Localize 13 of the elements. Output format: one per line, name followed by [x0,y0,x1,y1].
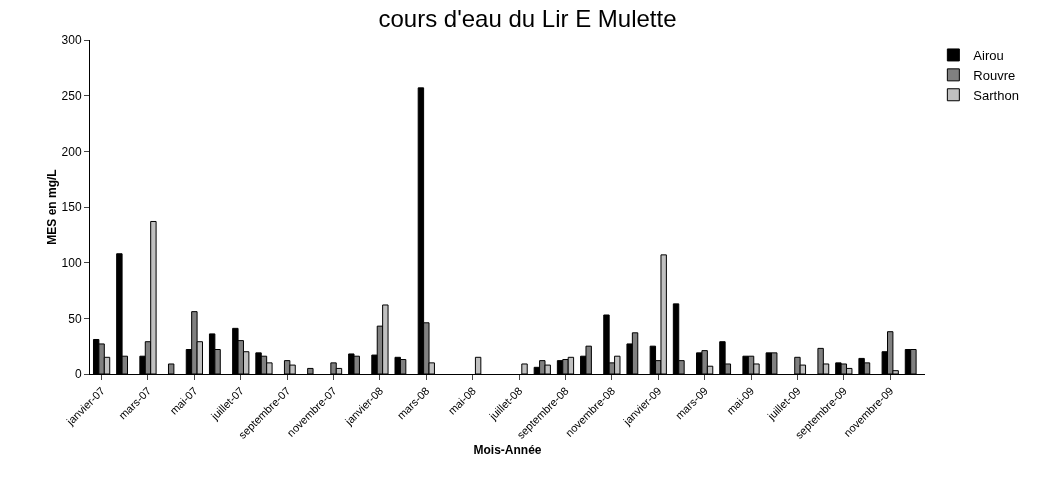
y-tick-label: 150 [61,200,82,215]
legend-label: Rouvre [973,67,1016,83]
legend-label: Sarthon [973,87,1019,103]
x-axis-title: Mois-Année [473,443,542,457]
legend-label: Airou [973,48,1004,64]
y-tick-label: 300 [61,33,82,48]
y-tick-label: 0 [74,367,82,382]
y-axis-title: MES en mg/L [45,169,59,245]
y-tick-label: 50 [68,311,82,326]
y-tick-label: 100 [61,255,82,270]
y-tick-label: 200 [61,144,82,159]
y-tick-label: 250 [61,88,82,103]
chart-title: cours d'eau du Lir E Mulette [378,4,677,32]
